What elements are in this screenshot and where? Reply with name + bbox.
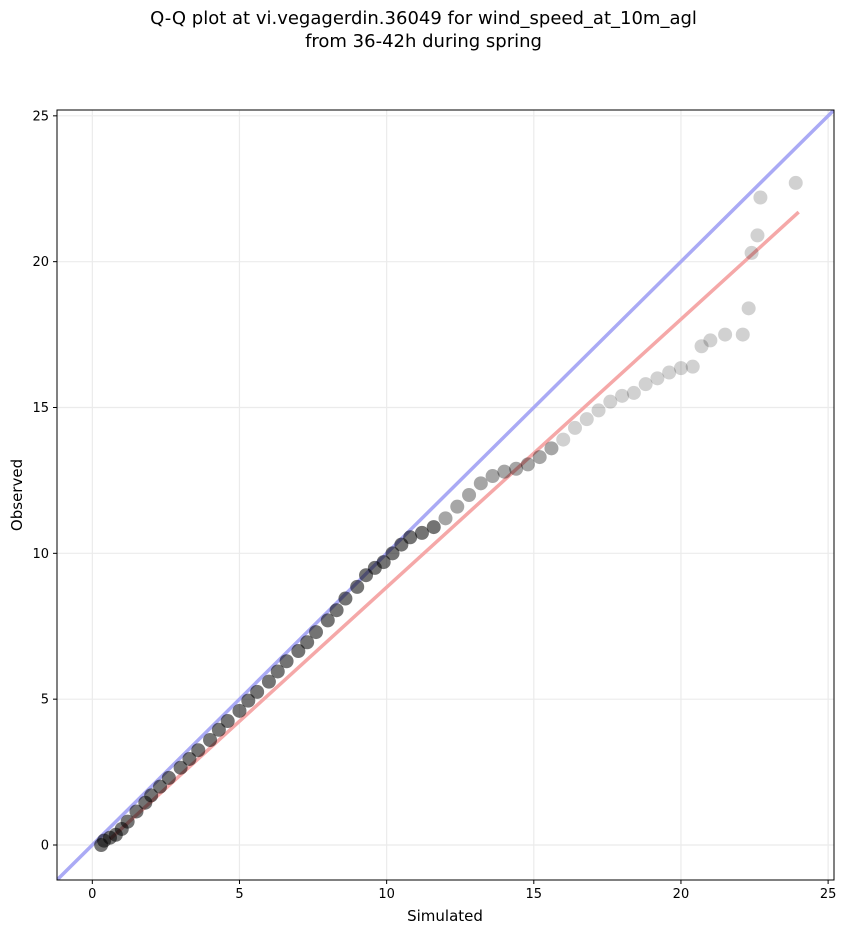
- data-point: [250, 684, 265, 699]
- y-tick-label: 15: [32, 401, 49, 416]
- data-point: [662, 365, 677, 380]
- chart-title-line1: Q-Q plot at vi.vegagerdin.36049 for wind…: [150, 8, 697, 29]
- data-point: [320, 613, 335, 628]
- data-point: [750, 228, 765, 243]
- data-point: [450, 499, 465, 514]
- x-tick-label: 15: [526, 887, 543, 902]
- identity-line: [57, 110, 834, 880]
- y-tick-label: 20: [32, 255, 49, 270]
- x-tick-label: 25: [820, 887, 837, 902]
- y-tick-label: 0: [41, 839, 49, 854]
- data-point: [497, 464, 512, 479]
- data-point: [120, 814, 135, 829]
- x-tick-label: 0: [88, 887, 96, 902]
- data-point: [638, 377, 653, 392]
- data-point: [203, 733, 218, 747]
- data-point: [753, 190, 768, 205]
- data-point: [556, 432, 571, 447]
- data-point: [182, 751, 197, 766]
- data-point: [385, 546, 400, 561]
- x-axis-label: Simulated: [407, 907, 483, 925]
- data-point: [673, 361, 688, 376]
- data-point: [603, 394, 618, 409]
- y-axis-label: Observed: [8, 459, 26, 531]
- data-point: [520, 457, 535, 472]
- data-point: [291, 644, 306, 659]
- data-point: [350, 579, 365, 594]
- data-point: [161, 770, 176, 785]
- y-tick-label: 25: [32, 109, 49, 124]
- reference-lines: [57, 110, 834, 880]
- data-point: [426, 520, 441, 535]
- data-point: [473, 476, 488, 491]
- data-point: [694, 339, 709, 354]
- data-point: [376, 555, 391, 570]
- data-point: [338, 591, 353, 606]
- data-point: [329, 603, 344, 618]
- data-point: [741, 301, 756, 316]
- data-point: [403, 530, 418, 545]
- x-tick-label: 5: [235, 887, 243, 902]
- x-tick-label: 20: [673, 887, 690, 902]
- gridlines: [57, 110, 834, 880]
- data-point: [650, 371, 665, 386]
- plot-frame: [56, 109, 835, 881]
- data-point: [532, 450, 547, 465]
- data-point: [591, 403, 606, 418]
- data-point: [414, 525, 429, 540]
- data-point: [788, 175, 803, 190]
- data-point: [579, 412, 594, 427]
- data-point: [626, 385, 641, 400]
- data-point: [173, 760, 188, 775]
- data-point: [438, 511, 453, 526]
- data-point: [462, 488, 477, 502]
- data-point: [615, 388, 630, 403]
- fit-line: [108, 210, 800, 841]
- data-point: [232, 703, 247, 718]
- x-tick-label: 10: [378, 887, 395, 902]
- data-point: [279, 654, 294, 669]
- data-point: [270, 664, 285, 679]
- data-point: [568, 420, 582, 435]
- data-point: [261, 674, 276, 689]
- data-point: [191, 743, 206, 758]
- data-point: [544, 441, 559, 456]
- data-point: [685, 359, 700, 374]
- data-point: [129, 804, 144, 819]
- data-point: [735, 327, 750, 342]
- y-axis-ticks: 0 5 10 15 20 25: [32, 109, 57, 854]
- data-point: [509, 461, 524, 476]
- data-point: [485, 469, 500, 484]
- y-tick-label: 10: [32, 547, 49, 562]
- data-point: [241, 693, 256, 708]
- data-point: [144, 788, 159, 803]
- data-point: [309, 625, 323, 640]
- data-points: [94, 175, 803, 852]
- data-point: [718, 327, 733, 342]
- chart-title-line2: from 36-42h during spring: [305, 31, 542, 52]
- x-axis-ticks: 0 5 10 15 20 25: [88, 880, 836, 902]
- data-point: [703, 333, 718, 348]
- data-point: [744, 245, 759, 260]
- data-point: [220, 714, 235, 729]
- data-point: [211, 722, 226, 737]
- data-point: [153, 779, 168, 794]
- y-tick-label: 5: [41, 693, 49, 708]
- data-point: [300, 635, 315, 650]
